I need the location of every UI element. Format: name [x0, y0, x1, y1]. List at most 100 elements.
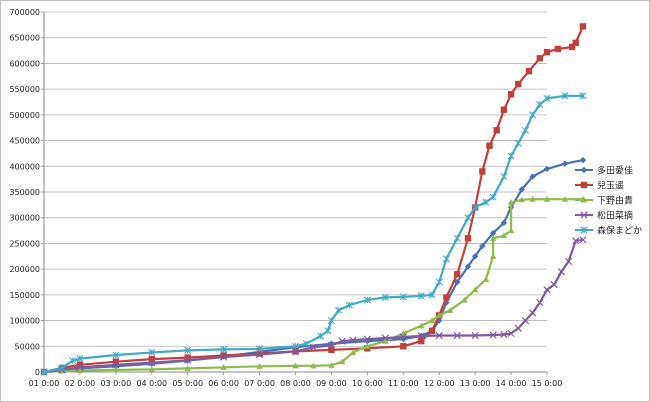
data-point: [220, 345, 228, 353]
legend-label: 森保まどか: [597, 225, 642, 237]
y-tick-label: 100000: [9, 317, 40, 326]
data-point: [363, 296, 371, 304]
data-point: [69, 357, 77, 365]
data-point: [554, 45, 561, 53]
x-tick-label: 04 0:00: [136, 379, 167, 388]
data-point: [76, 361, 84, 368]
data-point: [518, 186, 526, 193]
data-point: [309, 343, 318, 351]
legend-swatch-marker: [580, 211, 588, 219]
data-point: [536, 100, 544, 109]
data-point: [327, 316, 336, 325]
data-point: [482, 198, 490, 206]
x-tick-label: 09 0:00: [316, 379, 347, 388]
data-point: [112, 361, 120, 369]
data-point: [453, 278, 461, 286]
data-point: [529, 309, 537, 317]
y-tick-label: 700000: [9, 8, 40, 17]
x-tick-label: 10 0:00: [352, 379, 383, 388]
y-tick-label: 650000: [9, 34, 40, 43]
data-point: [328, 362, 335, 368]
x-tick-label: 14 0:00: [496, 379, 527, 388]
data-point: [489, 253, 497, 259]
data-point: [436, 312, 443, 318]
data-point: [529, 196, 536, 202]
data-point: [345, 301, 353, 309]
data-point: [382, 337, 389, 344]
data-point: [310, 362, 317, 369]
y-tick-label: 400000: [9, 162, 40, 171]
data-point: [514, 139, 522, 147]
data-point: [148, 355, 155, 363]
x-tick-label: 05 0:00: [172, 379, 203, 388]
data-point: [482, 276, 490, 282]
data-point: [40, 368, 48, 376]
data-point: [446, 307, 454, 313]
data-point: [579, 23, 587, 30]
data-point: [536, 298, 544, 307]
data-point: [529, 173, 536, 180]
data-point: [112, 366, 120, 373]
series-layer: [40, 23, 587, 376]
data-point: [529, 111, 537, 119]
data-point: [579, 156, 587, 164]
y-tick-label: 600000: [9, 59, 40, 68]
data-point: [428, 317, 436, 324]
data-point: [338, 337, 346, 345]
data-point: [399, 333, 407, 341]
data-point: [399, 293, 407, 301]
y-tick-label: 50000: [15, 342, 40, 351]
data-point: [489, 331, 497, 339]
data-point: [514, 324, 522, 332]
data-point: [500, 219, 508, 227]
data-point: [364, 343, 371, 349]
data-point: [471, 286, 479, 293]
legend-item: 森保まどか: [575, 225, 642, 237]
data-point: [417, 292, 425, 300]
data-point: [507, 329, 515, 338]
data-point: [507, 152, 515, 160]
data-point: [561, 92, 569, 100]
data-point: [479, 242, 486, 250]
legend-swatch-marker: [580, 166, 588, 174]
data-point: [335, 306, 343, 314]
data-point: [291, 342, 300, 350]
data-point: [112, 358, 120, 365]
data-point: [453, 271, 461, 278]
data-point: [568, 43, 576, 51]
data-point: [464, 263, 472, 270]
data-point: [292, 362, 299, 369]
data-point: [400, 330, 407, 336]
legend-item: 多田愛佳: [575, 165, 633, 177]
data-point: [339, 358, 346, 365]
gridlines: [44, 11, 547, 347]
data-point: [328, 346, 335, 354]
legend-label: 兒玉遥: [597, 180, 624, 192]
data-point: [220, 352, 227, 359]
x-tick-label: 08 0:00: [280, 379, 311, 388]
data-point: [515, 80, 522, 88]
data-point: [550, 280, 558, 289]
data-point: [418, 322, 425, 329]
y-tick-label: 200000: [9, 265, 40, 274]
data-point: [572, 237, 580, 245]
data-point: [317, 332, 325, 340]
data-point: [493, 127, 500, 134]
data-point: [489, 229, 497, 237]
data-point: [381, 293, 389, 302]
data-point: [148, 348, 156, 357]
data-point: [572, 39, 579, 47]
data-point: [324, 327, 332, 335]
legend-label: 多田愛佳: [597, 165, 633, 177]
data-point: [255, 345, 264, 353]
data-point: [453, 234, 461, 242]
x-tick-label: 07 0:00: [244, 379, 275, 388]
y-tick-label: 550000: [9, 85, 40, 94]
legend-swatch-marker: [580, 226, 588, 234]
x-axis-ticks: 01 0:00 02 0:00 03 0:00 04 0:00 05 0:00 06 0:…: [29, 372, 562, 388]
data-point: [76, 363, 84, 371]
data-point: [255, 350, 264, 359]
data-point: [543, 286, 551, 294]
